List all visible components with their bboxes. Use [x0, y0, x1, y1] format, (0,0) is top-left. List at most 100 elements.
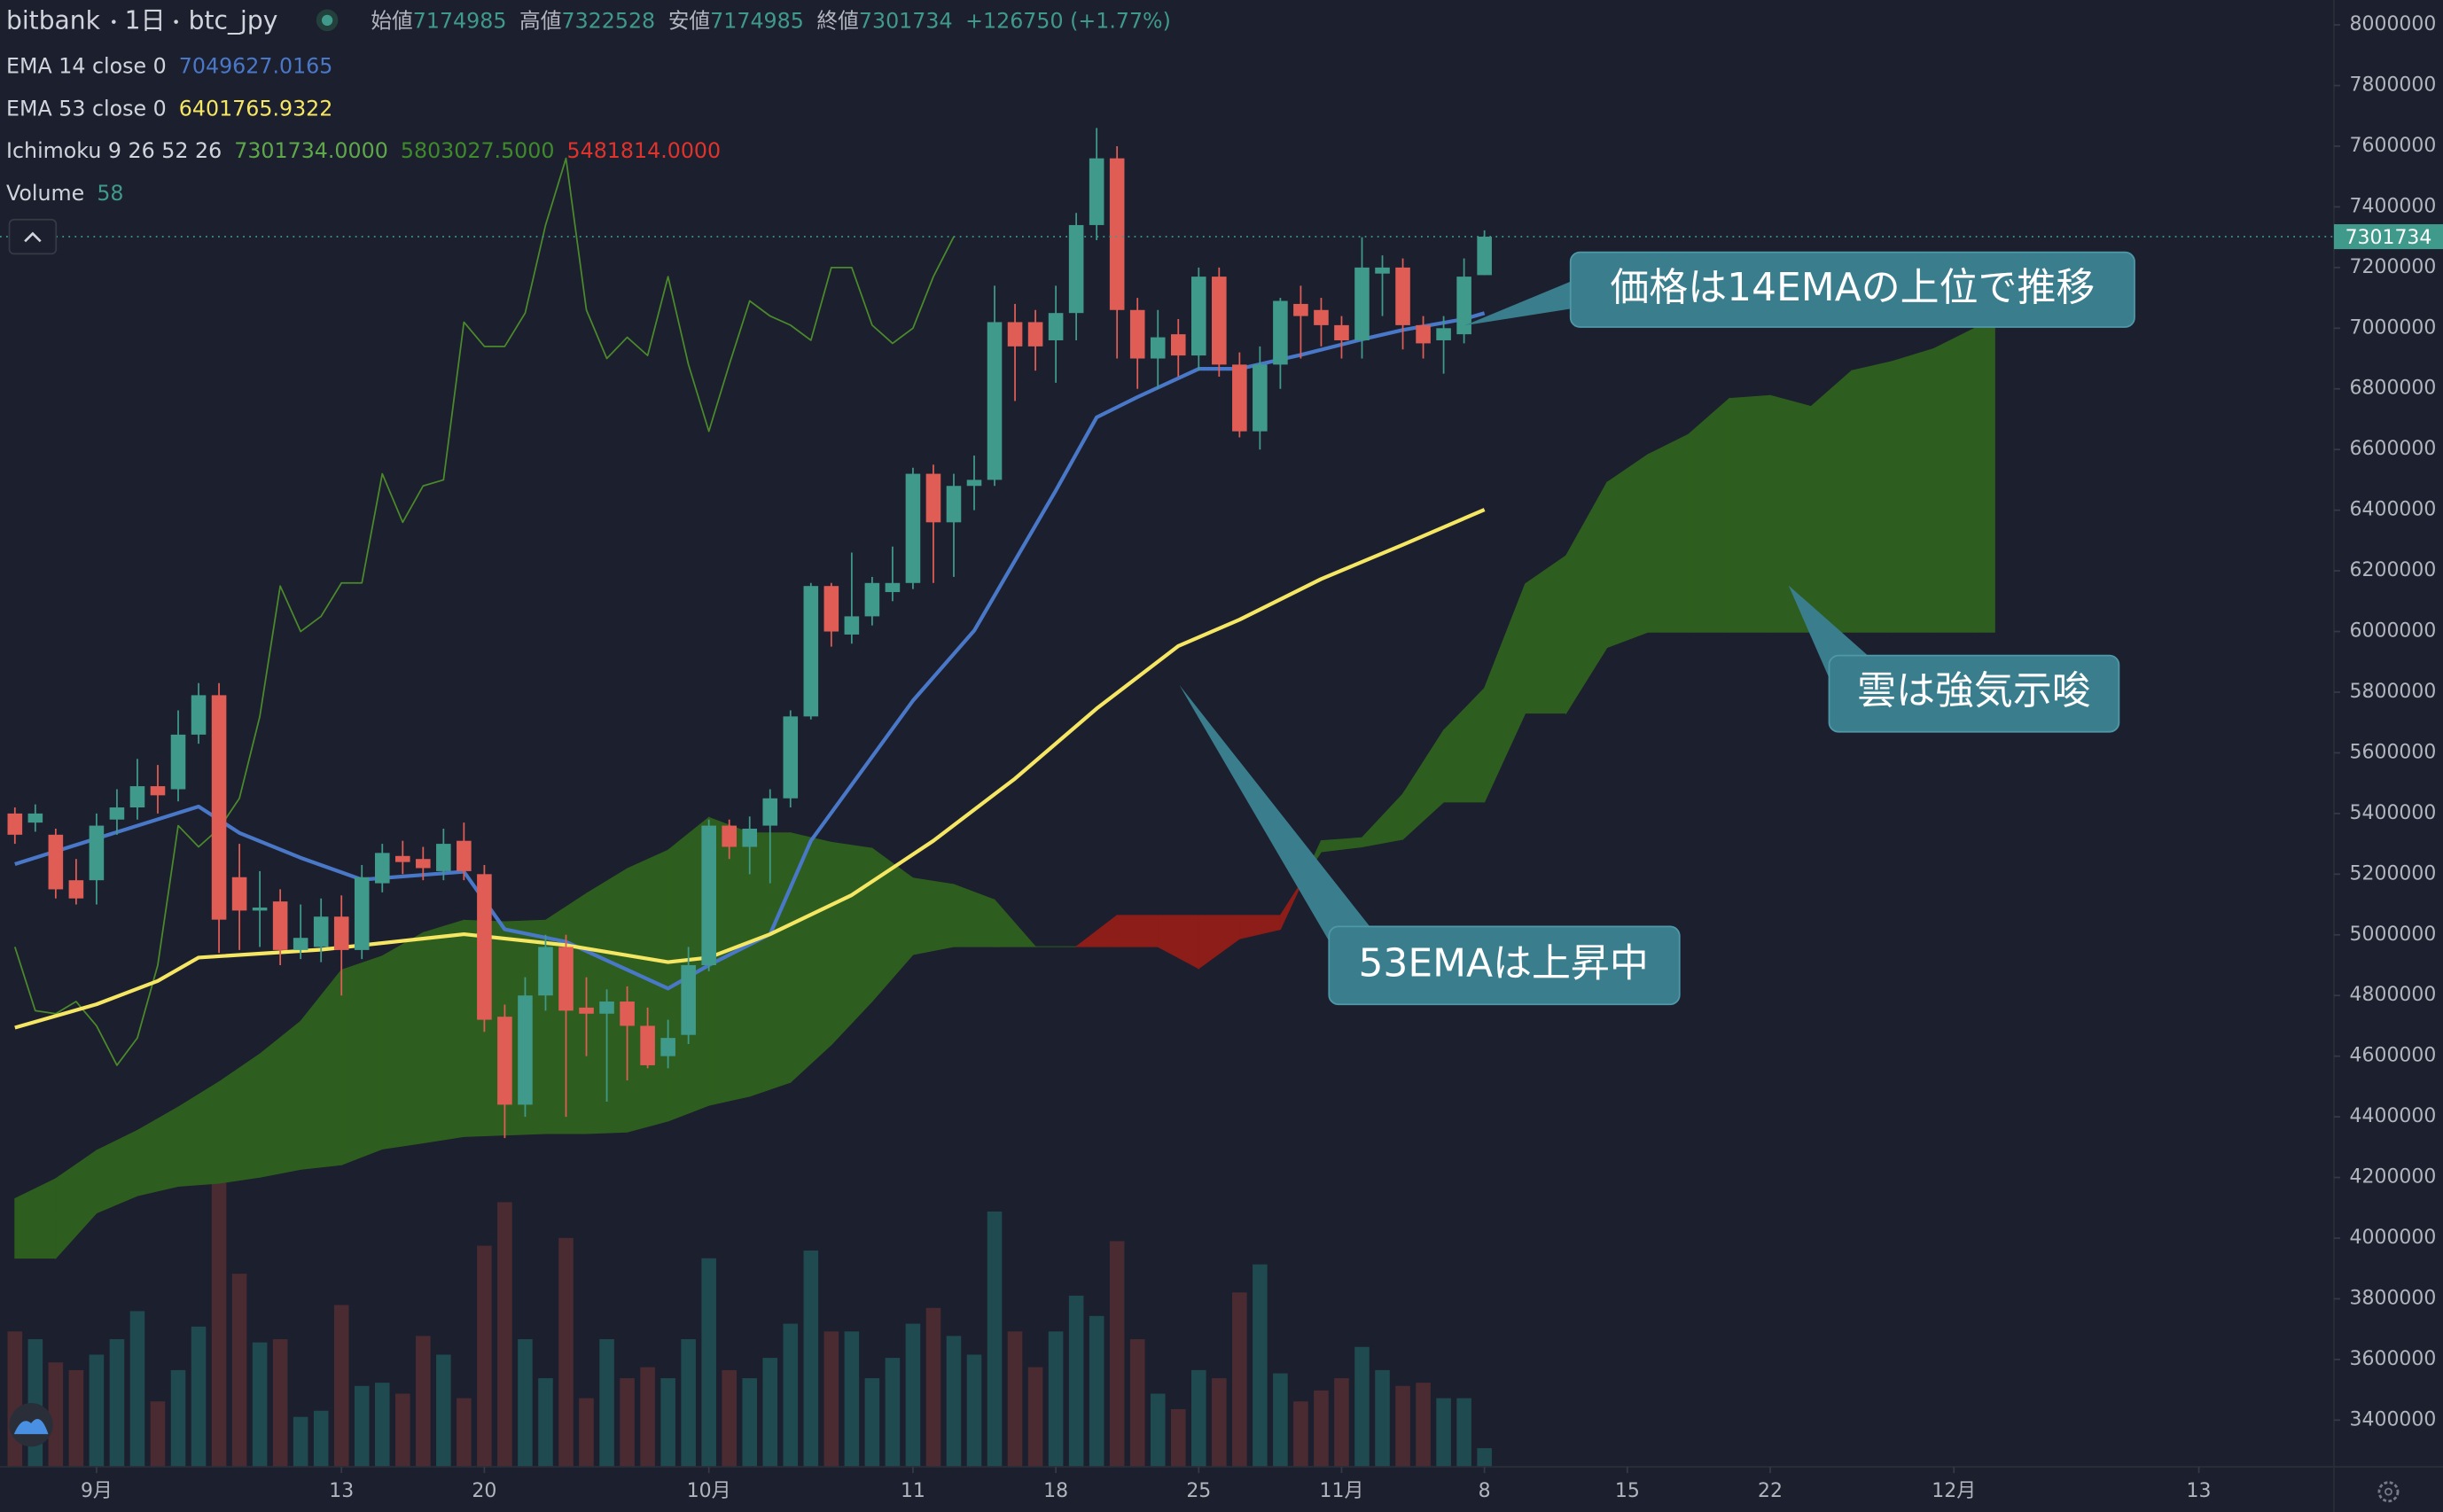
y-tick-label: 3400000: [2350, 1408, 2437, 1430]
cloud-segment: [1769, 394, 1812, 633]
y-tick-label: 4800000: [2350, 984, 2437, 1006]
candle-body: [333, 916, 349, 950]
x-tick-label: 25: [1186, 1480, 1211, 1502]
candle-body: [150, 786, 166, 796]
candle-body: [660, 1038, 675, 1056]
separator: [112, 19, 116, 24]
settings-button[interactable]: [2377, 1481, 2400, 1503]
candle-body: [1212, 277, 1227, 365]
last-price-tag: [2333, 223, 2443, 250]
x-tick-label: 8: [1479, 1480, 1491, 1502]
volume-bar: [333, 1305, 349, 1468]
x-tick-label: 20: [472, 1480, 496, 1502]
volume-bar: [1334, 1378, 1349, 1468]
y-tick-label: 5400000: [2350, 802, 2437, 824]
settings-gear-hub: [2384, 1487, 2392, 1496]
volume-bar: [905, 1323, 921, 1468]
candle-body: [783, 716, 799, 799]
candle-body: [211, 695, 227, 920]
y-tick-label: 7400000: [2350, 195, 2437, 217]
volume-bar: [477, 1245, 492, 1468]
candle-body: [864, 582, 880, 617]
candle-body: [252, 907, 268, 911]
candle-body: [1273, 300, 1288, 365]
volume-bar: [1436, 1398, 1451, 1468]
y-tick-label: 4600000: [2350, 1045, 2437, 1067]
symbol[interactable]: btc_jpy: [189, 6, 278, 35]
volume-bar: [252, 1342, 268, 1468]
cloud-segment: [994, 899, 1037, 947]
y-tick-label: 7200000: [2350, 256, 2437, 278]
y-tick-label: 7000000: [2350, 316, 2437, 339]
y-tick-label: 4400000: [2350, 1105, 2437, 1127]
candle-body: [293, 938, 308, 950]
cloud-segment: [1932, 327, 1975, 633]
volume-bar: [48, 1362, 64, 1468]
collapse-icon: [24, 231, 42, 243]
close-label: 終値: [816, 8, 858, 33]
volume-bar: [89, 1354, 105, 1468]
candle-body: [1456, 277, 1471, 335]
low-label: 安値: [668, 8, 710, 33]
lagging-span: [13, 157, 955, 1066]
volume-bar: [579, 1398, 594, 1468]
candle-body: [762, 798, 778, 826]
ohlc: 始値7174985 高値7322528 安値7174985 終値7301734 …: [371, 8, 1171, 33]
volume-bar: [150, 1401, 166, 1468]
x-tick-label: 18: [1043, 1480, 1068, 1502]
volume-bar: [599, 1339, 614, 1468]
volume-bar: [864, 1378, 880, 1468]
candle-body: [1190, 277, 1206, 356]
legend-row: EMA 53 close 0 6401765.9322: [6, 96, 332, 121]
volume-bar: [1232, 1292, 1247, 1468]
logo[interactable]: [9, 1403, 53, 1447]
candle-body: [966, 479, 982, 487]
candle-body: [109, 807, 125, 820]
volume-bar: [558, 1237, 574, 1468]
volume-bar: [293, 1416, 308, 1468]
volume-bar: [497, 1202, 512, 1468]
candle-body: [823, 586, 839, 632]
volume-bar: [1150, 1393, 1166, 1468]
candle-body: [1048, 313, 1064, 340]
volume-bar: [538, 1378, 553, 1468]
settings-gear[interactable]: [2377, 1481, 2400, 1503]
volume-bar: [823, 1331, 839, 1468]
legend-value: 6401765.9322: [179, 96, 333, 121]
volume-bar: [844, 1331, 860, 1468]
volume-bar: [1109, 1241, 1125, 1468]
interval[interactable]: 1日: [125, 6, 166, 35]
volume-bar: [374, 1383, 390, 1468]
legend-row: Ichimoku 9 26 52 26 7301734.0000 5803027.5…: [6, 138, 721, 163]
callout-text: 雲は強気示唆: [1857, 668, 2091, 713]
ema-line: [14, 508, 1486, 1030]
x-tick-label: 10月: [687, 1480, 731, 1502]
candle-body: [1089, 158, 1104, 225]
volume-bar: [1314, 1390, 1329, 1468]
candle-body: [701, 825, 716, 965]
collapse-button-frame[interactable]: [8, 218, 58, 255]
collapse-button[interactable]: [8, 218, 58, 255]
volume-bar: [681, 1339, 696, 1468]
x-tick-label: 13: [329, 1480, 354, 1502]
legend-value: 5803027.5000: [401, 138, 555, 163]
volume-bar: [783, 1323, 799, 1468]
cloud-segment: [627, 849, 669, 1133]
candle-body: [89, 825, 105, 881]
candle-body: [1007, 322, 1023, 347]
volume-bar: [1027, 1367, 1043, 1468]
annotations: 価格は14EMAの上位で推移 雲は強気示唆 53EMAは上昇中: [1179, 251, 2135, 1006]
candle-body: [68, 880, 84, 899]
volume-bar: [231, 1274, 247, 1468]
change: +126750 (+1.77%): [965, 8, 1171, 33]
cloud-segment: [1116, 915, 1159, 947]
callout-box: [1328, 925, 1681, 1006]
callout-box: [1569, 251, 2135, 328]
candle-body: [416, 859, 431, 869]
candle-body: [497, 1017, 512, 1105]
volume-bar: [1089, 1315, 1104, 1468]
x-tick-label: 13: [2187, 1480, 2212, 1502]
legend-value: 7301734.0000: [234, 138, 388, 163]
logo-mark: [13, 1418, 49, 1435]
